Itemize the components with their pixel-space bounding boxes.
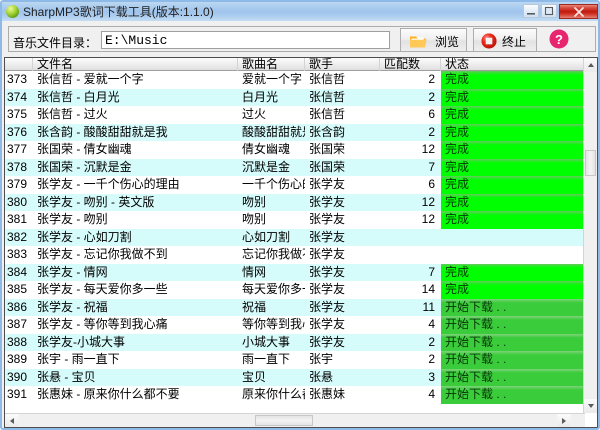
- svg-text:?: ?: [555, 32, 563, 47]
